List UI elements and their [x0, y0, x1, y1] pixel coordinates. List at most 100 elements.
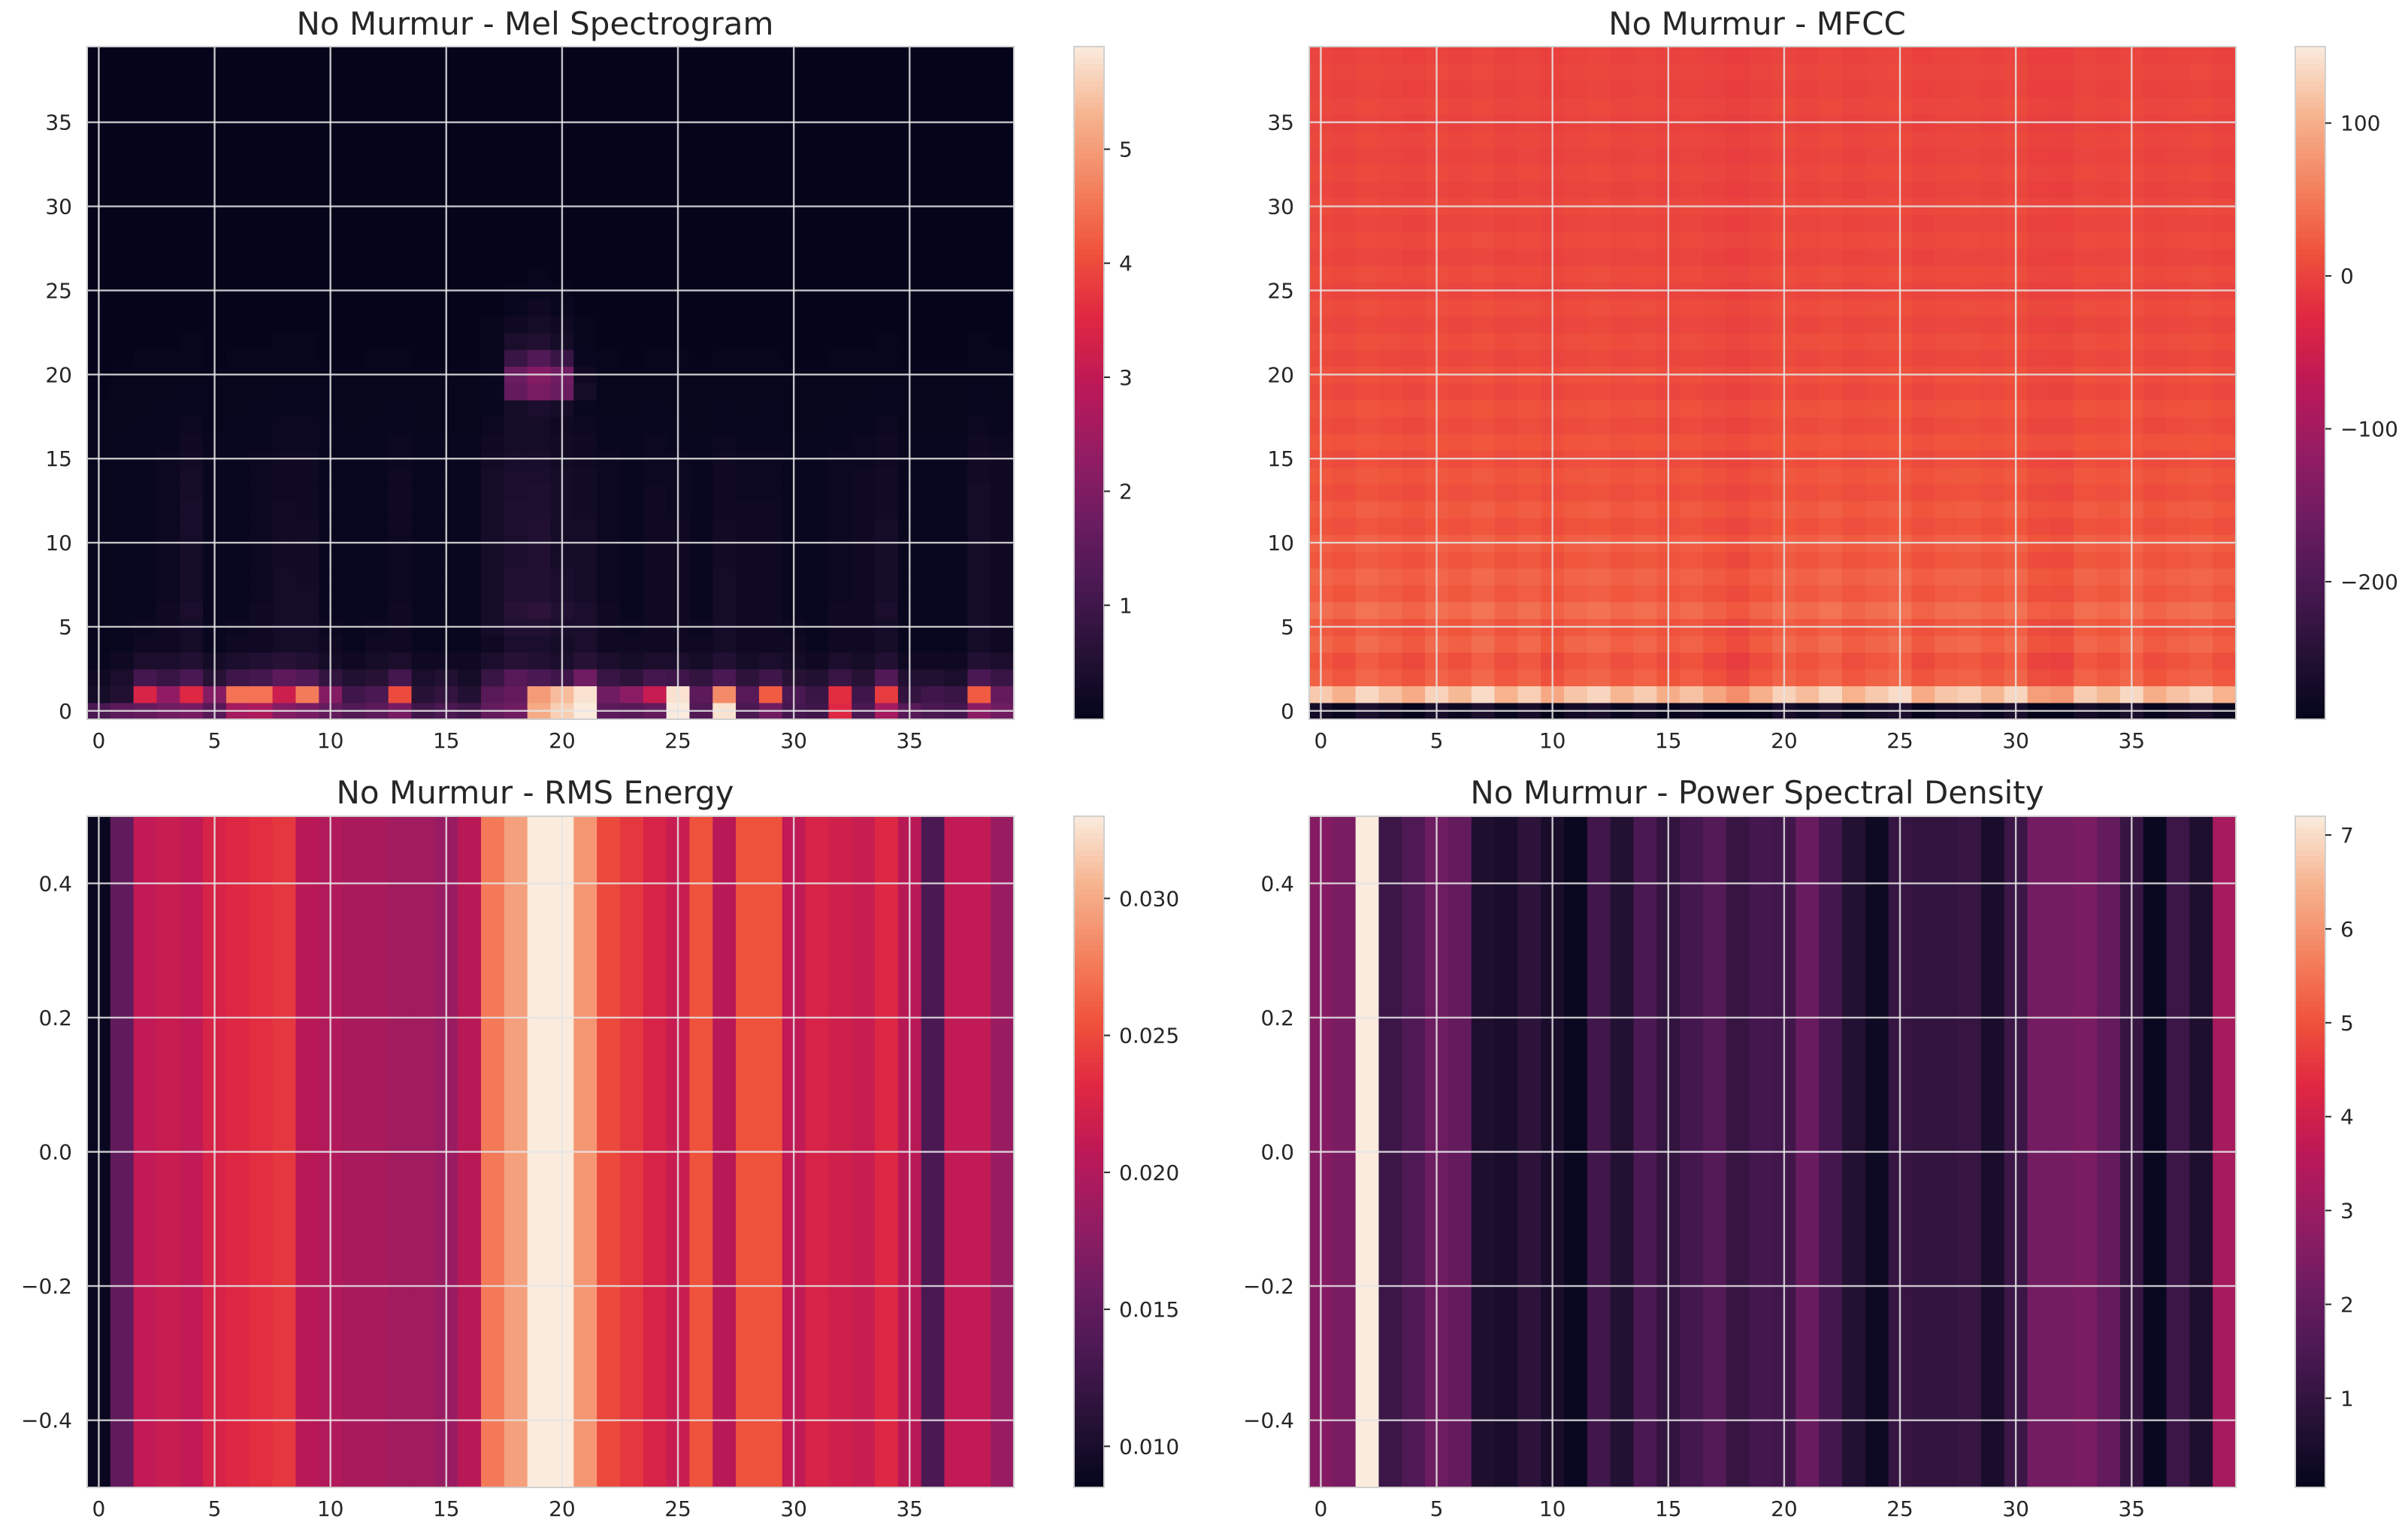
- colorbar-segment: [2295, 68, 2325, 76]
- heatmap-cell: [828, 416, 853, 434]
- heatmap-cell: [1795, 349, 1820, 367]
- colorbar-segment: [1074, 271, 1104, 277]
- heatmap-cell: [1726, 97, 1750, 115]
- heatmap-cell: [1402, 399, 1426, 418]
- heatmap-cell: [1564, 97, 1588, 115]
- heatmap-cell: [1911, 47, 1936, 65]
- heatmap-cell: [758, 80, 783, 98]
- heatmap-cell: [504, 181, 528, 199]
- heatmap-cell: [481, 80, 505, 98]
- heatmap-cell: [1726, 332, 1750, 350]
- heatmap-cell: [1471, 416, 1496, 434]
- heatmap-cell: [504, 164, 528, 182]
- colorbar-segment: [2295, 343, 2325, 350]
- heatmap-cell: [597, 265, 621, 283]
- heatmap-cell: [1564, 349, 1588, 367]
- heatmap-cell: [2050, 416, 2075, 434]
- heatmap-cell: [2050, 63, 2075, 81]
- heatmap-cell: [1865, 248, 1889, 266]
- heatmap-cell: [1703, 130, 1727, 149]
- heatmap-cell: [1448, 399, 1472, 418]
- heatmap-cell: [597, 601, 621, 619]
- colorbar-segment: [1074, 590, 1104, 597]
- heatmap-cell: [1564, 147, 1588, 165]
- heatmap-cell: [805, 567, 830, 585]
- heatmap-cell: [1448, 685, 1472, 703]
- heatmap-cell: [736, 501, 760, 519]
- heatmap-cell: [2189, 517, 2213, 535]
- heatmap-cell: [1680, 130, 1704, 149]
- heatmap-cell: [2097, 517, 2121, 535]
- colorbar-segment: [2295, 1034, 2325, 1041]
- heatmap-cell: [481, 316, 505, 334]
- heatmap-cell: [388, 298, 413, 316]
- heatmap-cell: [805, 231, 830, 250]
- colorbar-segment: [2295, 399, 2325, 407]
- heatmap-cell: [1564, 685, 1588, 703]
- heatmap-cell: [295, 214, 320, 232]
- heatmap-cell: [1935, 349, 1959, 367]
- colorbar-segment: [2295, 1403, 2325, 1410]
- heatmap-cell: [1355, 214, 1380, 232]
- heatmap-cell: [458, 298, 482, 316]
- heatmap-cell: [2027, 601, 2052, 619]
- heatmap-cell: [1726, 298, 1750, 316]
- heatmap-cell: [249, 47, 274, 65]
- colorbar-segment: [1074, 1168, 1104, 1175]
- colorbar-segment: [1074, 321, 1104, 328]
- heatmap-cell: [1448, 585, 1472, 603]
- heatmap-cell: [921, 248, 945, 266]
- heatmap-cell: [736, 265, 760, 283]
- heatmap-cell: [1402, 265, 1426, 283]
- colorbar-segment: [2295, 1252, 2325, 1259]
- heatmap-cell: [597, 248, 621, 266]
- heatmap-cell: [1517, 467, 1542, 485]
- heatmap-cell: [689, 668, 714, 687]
- heatmap-cell: [736, 130, 760, 149]
- heatmap-cell: [619, 685, 644, 703]
- heatmap-cell: [1795, 399, 1820, 418]
- colorbar-segment: [2295, 1364, 2325, 1371]
- heatmap-cell: [944, 483, 969, 501]
- heatmap-cell: [272, 501, 297, 519]
- heatmap-cell: [758, 567, 783, 585]
- heatmap-cell: [1980, 80, 2005, 98]
- heatmap-cell: [225, 298, 250, 316]
- colorbar-segment: [2295, 713, 2325, 720]
- heatmap-cell: [875, 214, 899, 232]
- heatmap-cell: [110, 635, 135, 653]
- heatmap-cell: [1819, 517, 1843, 535]
- colorbar-segment: [1074, 1296, 1104, 1304]
- colorbar-segment: [1074, 844, 1104, 851]
- colorbar-segment: [2295, 1481, 2325, 1488]
- heatmap-cell: [921, 399, 945, 418]
- heatmap-cell: [295, 585, 320, 603]
- heatmap-cell: [2166, 47, 2191, 65]
- heatmap-cell: [991, 383, 1015, 401]
- heatmap-cell: [736, 181, 760, 199]
- colorbar-segment: [1074, 1174, 1104, 1181]
- heatmap-cell: [1819, 585, 1843, 603]
- heatmap-cell: [805, 130, 830, 149]
- colorbar-segment: [1074, 512, 1104, 519]
- heatmap-cell: [272, 181, 297, 199]
- heatmap-cell: [1841, 585, 1866, 603]
- heatmap-cell: [1703, 214, 1727, 232]
- heatmap-cell: [1517, 164, 1542, 182]
- heatmap-cell: [1610, 399, 1635, 418]
- heatmap-cell: [1980, 585, 2005, 603]
- heatmap-cell: [156, 265, 181, 283]
- heatmap-cell: [1680, 181, 1704, 199]
- heatmap-cell: [573, 97, 597, 115]
- heatmap-cell: [1633, 63, 1658, 81]
- heatmap-cell: [1633, 483, 1658, 501]
- heatmap-cell: [1703, 501, 1727, 519]
- heatmap-cell: [2027, 399, 2052, 418]
- heatmap-cell: [1564, 80, 1588, 98]
- heatmap-cell: [481, 399, 505, 418]
- heatmap-cell: [1841, 668, 1866, 687]
- y-tick-label: −0.2: [1243, 1274, 1294, 1299]
- heatmap-cell: [573, 383, 597, 401]
- heatmap-cell: [458, 517, 482, 535]
- colorbar-segment: [1074, 147, 1104, 154]
